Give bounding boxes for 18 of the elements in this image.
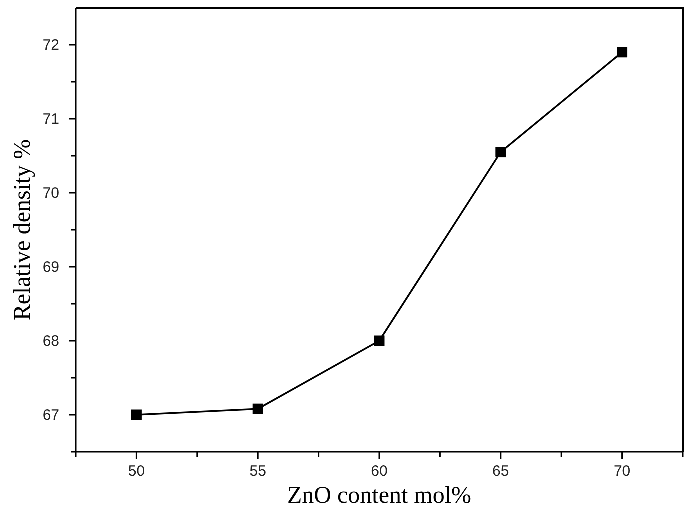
y-tick-label: 68	[42, 332, 60, 350]
y-tick-label: 72	[42, 36, 60, 54]
x-tick-label: 50	[128, 463, 146, 480]
point	[374, 336, 385, 346]
x-axis-title: ZnO content mol%	[288, 483, 472, 509]
y-axis-title: Relative density %	[10, 139, 36, 321]
x-tick-label: 65	[492, 463, 510, 480]
point	[617, 47, 628, 58]
point	[496, 147, 506, 158]
y-tick-label: 67	[42, 406, 60, 424]
y-tick-label: 69	[42, 258, 60, 276]
y-tick-label: 71	[42, 110, 60, 128]
point	[131, 410, 142, 420]
y-tick-label: 70	[42, 184, 60, 202]
x-tick-label: 60	[371, 463, 388, 480]
x-tick-label: 55	[250, 463, 266, 480]
x-tick-label: 70	[614, 463, 631, 480]
point	[252, 404, 264, 414]
